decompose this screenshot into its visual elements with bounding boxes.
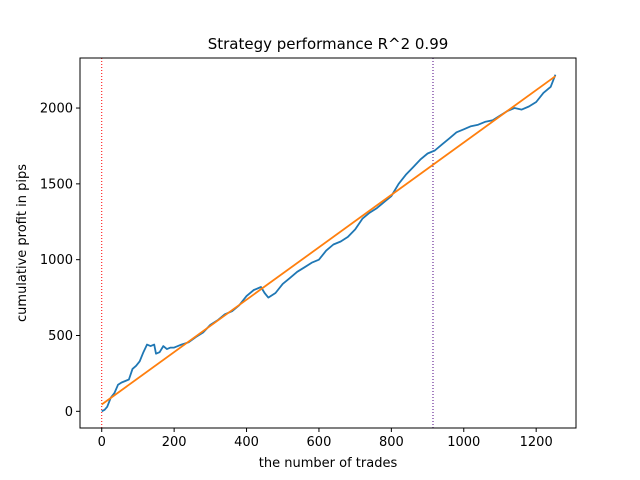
x-tick-label: 0 [98, 435, 106, 450]
x-tick-label: 1000 [447, 435, 480, 450]
y-tick-label: 2000 [40, 102, 73, 117]
y-tick-label: 500 [48, 329, 73, 344]
y-axis-label: cumulative profit in pips [15, 164, 30, 322]
y-axis: 0 500 1000 1500 2000 [40, 102, 80, 420]
plot-frame [79, 57, 577, 429]
x-axis: 0 200 400 600 800 1000 1200 [98, 428, 553, 450]
x-tick-label: 400 [234, 435, 259, 450]
x-tick-label: 200 [162, 435, 187, 450]
chart-title: Strategy performance R^2 0.99 [208, 35, 449, 53]
y-tick-label: 0 [65, 405, 73, 420]
series-line-1 [101, 75, 556, 406]
x-tick-label: 600 [307, 435, 332, 450]
x-tick-label: 1200 [520, 435, 553, 450]
series-line-0 [101, 74, 557, 413]
y-tick-label: 1000 [40, 253, 73, 268]
y-tick-label: 1500 [40, 177, 73, 192]
x-tick-label: 800 [379, 435, 404, 450]
x-axis-label: the number of trades [259, 456, 398, 471]
plot-area [101, 58, 557, 428]
